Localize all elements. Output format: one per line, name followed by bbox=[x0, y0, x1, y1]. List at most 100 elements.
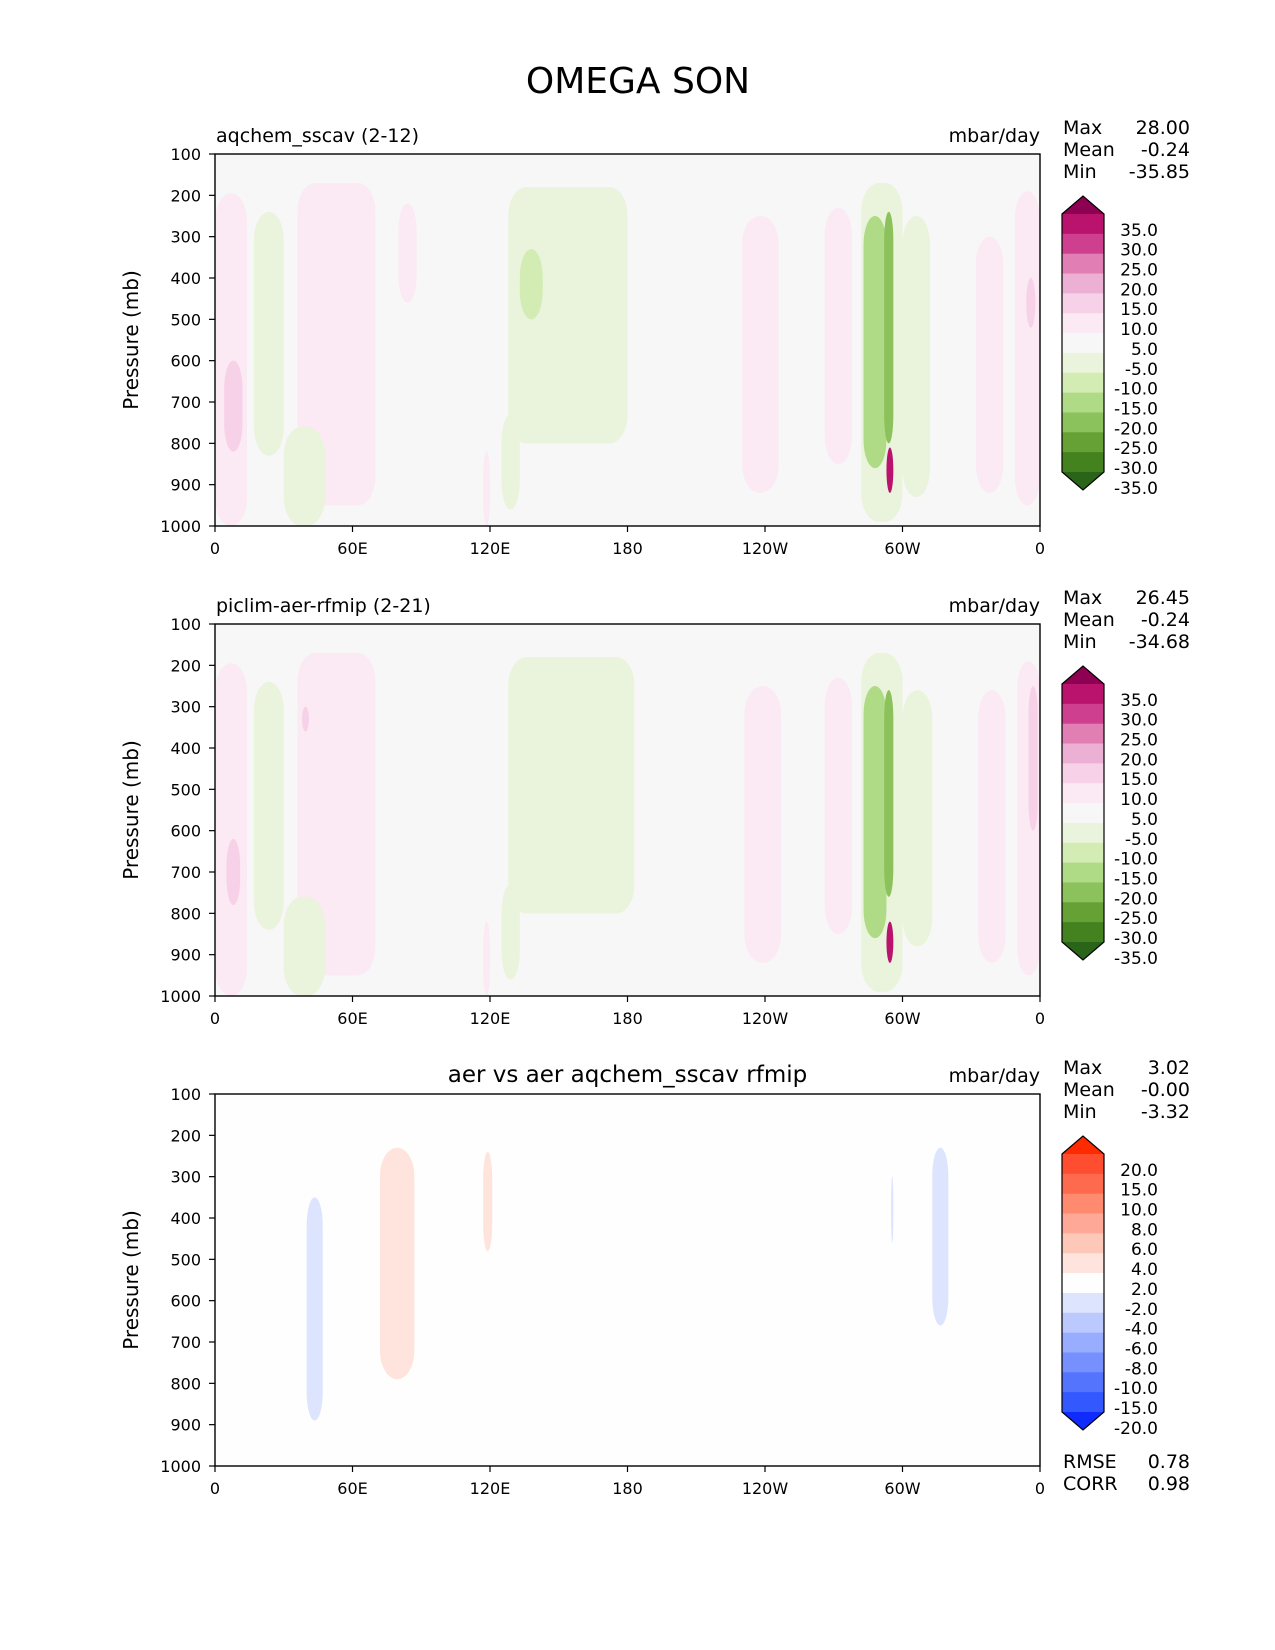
colorbar-label: 20.0 bbox=[1120, 750, 1158, 770]
stat-value: 3.02 bbox=[1148, 1057, 1190, 1079]
colorbar-swatch bbox=[1062, 822, 1104, 844]
stat-label: Mean bbox=[1063, 609, 1115, 631]
colorbar-label: -4.0 bbox=[1125, 1320, 1158, 1340]
colorbar-label: -20.0 bbox=[1114, 1419, 1158, 1439]
colorbar-label: 35.0 bbox=[1120, 691, 1158, 711]
contour-region-2 bbox=[226, 838, 241, 906]
colorbar-swatch bbox=[1062, 1154, 1104, 1175]
y-tick-label: 1000 bbox=[160, 987, 201, 1006]
stat-label: Min bbox=[1063, 1101, 1097, 1123]
stat-label: Max bbox=[1063, 117, 1102, 139]
colorbar-label: 4.0 bbox=[1131, 1260, 1158, 1280]
x-tick-label: 120W bbox=[742, 539, 789, 558]
contour-region-17 bbox=[902, 216, 930, 498]
y-tick-label: 1000 bbox=[160, 517, 201, 536]
panel-left-label: aqchem_sscav (2-12) bbox=[216, 125, 419, 147]
colorbar: 35.030.025.020.015.010.05.0-5.0-10.0-15.… bbox=[1061, 195, 1158, 499]
y-tick-label: 400 bbox=[170, 1209, 201, 1228]
contour-region-1 bbox=[306, 1197, 323, 1421]
colorbar-swatch bbox=[1062, 1372, 1104, 1393]
x-tick-label: 60E bbox=[337, 1479, 367, 1498]
colorbar-extend-bottom bbox=[1062, 1412, 1104, 1430]
contour-region-2 bbox=[380, 1147, 415, 1380]
colorbar-label: -5.0 bbox=[1125, 830, 1158, 850]
y-tick-label: 500 bbox=[170, 780, 201, 799]
contour-region-8 bbox=[501, 884, 520, 980]
contour-fields bbox=[306, 1147, 949, 1421]
colorbar-label: 30.0 bbox=[1120, 711, 1158, 731]
colorbar-label: 30.0 bbox=[1120, 241, 1158, 261]
y-tick-label: 800 bbox=[170, 1374, 201, 1393]
contour-region-15 bbox=[884, 211, 894, 444]
colorbar-swatch bbox=[1062, 684, 1104, 705]
x-tick-label: 0 bbox=[1035, 1009, 1045, 1028]
stat-label: Mean bbox=[1063, 139, 1115, 161]
colorbar-extend-top bbox=[1062, 1136, 1104, 1154]
colorbar-extend-bottom bbox=[1062, 942, 1104, 960]
contour-region-12 bbox=[824, 207, 853, 464]
colorbar-swatch bbox=[1062, 372, 1104, 394]
y-tick-label: 600 bbox=[170, 1292, 201, 1311]
colorbar-label: 10.0 bbox=[1120, 320, 1158, 340]
colorbar-swatch bbox=[1062, 882, 1104, 903]
y-tick-label: 100 bbox=[170, 145, 201, 164]
y-tick-label: 100 bbox=[170, 615, 201, 634]
y-tick-label: 700 bbox=[170, 1333, 201, 1352]
stat-value: -0.00 bbox=[1141, 1079, 1190, 1101]
y-tick-label: 200 bbox=[170, 656, 201, 675]
x-tick-label: 180 bbox=[612, 1009, 643, 1028]
x-tick-label: 180 bbox=[612, 1479, 643, 1498]
colorbar-label: 2.0 bbox=[1131, 1280, 1158, 1300]
y-tick-label: 500 bbox=[170, 1250, 201, 1269]
colorbar-label: -35.0 bbox=[1114, 949, 1158, 969]
panel-1: 100 200 300 400 500 600 700 800 900 1000 0 60E 120E 1… bbox=[119, 117, 1190, 558]
colorbar-label: -10.0 bbox=[1114, 380, 1158, 400]
x-tick-label: 60W bbox=[884, 1009, 920, 1028]
y-tick-label: 900 bbox=[170, 946, 201, 965]
colorbar-swatch bbox=[1062, 842, 1104, 864]
colorbar-label: 15.0 bbox=[1120, 770, 1158, 790]
colorbar-label: -25.0 bbox=[1114, 909, 1158, 929]
colorbar-swatch bbox=[1062, 392, 1104, 413]
contour-region-11 bbox=[824, 677, 853, 934]
y-tick-label: 400 bbox=[170, 739, 201, 758]
colorbar-swatch bbox=[1062, 1312, 1104, 1334]
extra-stat-label: CORR bbox=[1063, 1473, 1118, 1495]
y-tick-label: 600 bbox=[170, 822, 201, 841]
extra-stat-value: 0.78 bbox=[1148, 1451, 1190, 1473]
colorbar-swatch bbox=[1062, 1193, 1104, 1215]
contour-region-5 bbox=[302, 706, 309, 732]
contour-region-6 bbox=[283, 896, 325, 996]
y-tick-label: 600 bbox=[170, 352, 201, 371]
extra-stat-label: RMSE bbox=[1063, 1451, 1117, 1473]
colorbar-label: 20.0 bbox=[1120, 280, 1158, 300]
contour-region-16 bbox=[886, 447, 894, 493]
contour-region-10 bbox=[483, 451, 490, 526]
x-tick-label: 0 bbox=[210, 1009, 220, 1028]
contour-region-5 bbox=[932, 1147, 949, 1326]
contour-region-1 bbox=[215, 663, 248, 996]
x-tick-label: 120W bbox=[742, 1009, 789, 1028]
y-tick-label: 200 bbox=[170, 186, 201, 205]
colorbar-extend-bottom bbox=[1062, 472, 1104, 490]
x-tick-label: 120E bbox=[470, 1479, 511, 1498]
colorbar-swatch bbox=[1062, 723, 1104, 745]
contour-region-2 bbox=[224, 360, 243, 452]
colorbar-label: -6.0 bbox=[1125, 1339, 1158, 1359]
x-tick-label: 0 bbox=[210, 1479, 220, 1498]
stat-label: Max bbox=[1063, 587, 1102, 609]
colorbar-label: 15.0 bbox=[1120, 1181, 1158, 1201]
contour-region-3 bbox=[483, 1151, 493, 1252]
contour-region-3 bbox=[253, 681, 284, 930]
colorbar-label: -20.0 bbox=[1114, 419, 1158, 439]
x-tick-label: 120W bbox=[742, 1479, 789, 1498]
contour-region-1 bbox=[215, 193, 248, 526]
colorbar-label: 8.0 bbox=[1131, 1220, 1158, 1240]
y-tick-label: 400 bbox=[170, 269, 201, 288]
colorbar-swatch bbox=[1062, 412, 1104, 433]
y-tick-label: 1000 bbox=[160, 1457, 201, 1476]
colorbar-label: 5.0 bbox=[1131, 340, 1158, 360]
y-tick-label: 500 bbox=[170, 310, 201, 329]
colorbar-label: -10.0 bbox=[1114, 1379, 1158, 1399]
